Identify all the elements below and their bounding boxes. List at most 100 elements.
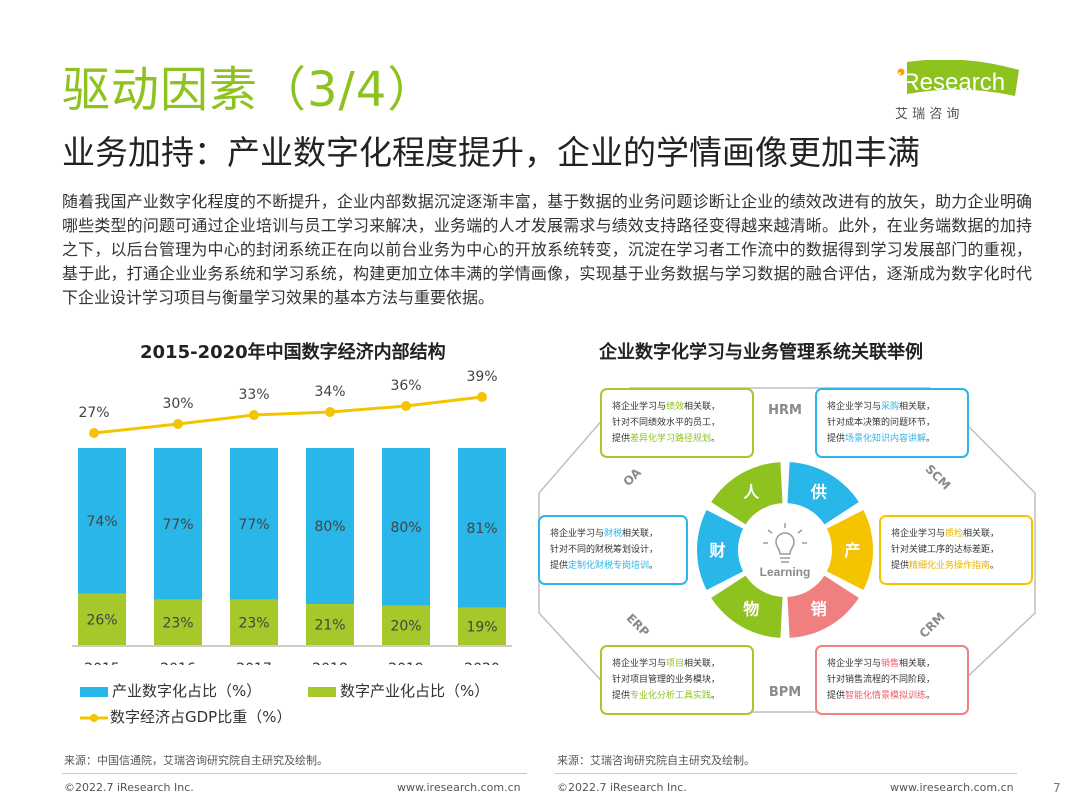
card-line: 针对销售流程的不同阶段， bbox=[827, 675, 936, 685]
gdp-label-2018: 34% bbox=[314, 384, 345, 400]
body-paragraph: 随着我国产业数字化程度的不断提升，企业内部数据沉淀逐渐丰富，基于数据的业务问题诊… bbox=[62, 190, 1032, 310]
card-line: 提供专业化分析工具实践。 bbox=[612, 691, 721, 701]
wheel-segment-production bbox=[826, 510, 873, 590]
wheel-segment-logistics bbox=[711, 575, 783, 638]
legend-line-marker bbox=[80, 713, 108, 722]
footer-copyright-left: ©2022.7 iResearch Inc. bbox=[64, 781, 194, 794]
legend-label: 数字产业化占比（%） bbox=[340, 682, 490, 700]
card-line: 将企业学习与销售相关联， bbox=[827, 659, 936, 669]
source-left: 来源：中国信通院，艾瑞咨询研究院自主研究及绘制。 bbox=[64, 754, 328, 767]
gdp-label-2017: 33% bbox=[238, 387, 269, 403]
card-hrm: 将企业学习与绩效相关联， 针对不同绩效水平的员工， 提供差异化学习路径规划。 bbox=[600, 388, 754, 458]
bar-industry-digitalization-2015 bbox=[78, 448, 126, 594]
x-tick-2016: 2016 bbox=[160, 661, 196, 665]
footer-rule-left bbox=[62, 773, 527, 774]
bar-digital-industrialization-2020 bbox=[458, 607, 506, 645]
gdp-point-2018 bbox=[325, 407, 335, 417]
left-chart-title: 2015-2020年中国数字经济内部结构 bbox=[140, 342, 446, 363]
page-subtitle: 业务加持：产业数字化程度提升，企业的学情画像更加丰满 bbox=[62, 133, 920, 172]
logo-dot bbox=[897, 68, 905, 76]
wheel-segment-sales bbox=[787, 575, 859, 638]
card-oa-erp: 将企业学习与财税相关联， 针对不同的财税筹划设计， 提供定制化财税专岗培训。 bbox=[538, 515, 688, 585]
bar-label-blue-2018: 80% bbox=[314, 519, 345, 535]
card-line: 提供精细化业务操作指南。 bbox=[891, 561, 1000, 571]
iresearch-logo: iResearch 艾 瑞 咨 询 bbox=[895, 60, 1019, 122]
bar-label-green-2017: 23% bbox=[238, 615, 269, 631]
legend-label: 数字经济占GDP比重（%） bbox=[110, 708, 292, 726]
card-line: 将企业学习与绩效相关联， bbox=[612, 402, 721, 412]
system-label-oa: OA bbox=[620, 465, 644, 489]
stacked-bar-chart: 74% 26% 2015 77% 23% 2016 77% 23% 2017 80% 21% 2018… bbox=[72, 369, 512, 665]
gdp-label-2016: 30% bbox=[162, 396, 193, 412]
system-label-bpm: BPM bbox=[769, 685, 801, 700]
bar-label-blue-2017: 77% bbox=[238, 517, 269, 533]
card-line: 针对不同的财税筹划设计， bbox=[550, 545, 659, 555]
center-label: Learning bbox=[760, 565, 811, 579]
bar-label-green-2015: 26% bbox=[86, 612, 117, 628]
wheel-segment-finance bbox=[697, 510, 744, 590]
legend-swatch-green bbox=[308, 686, 336, 697]
card-line: 将企业学习与财税相关联， bbox=[550, 529, 659, 539]
card-line: 针对成本决策的问题环节， bbox=[827, 418, 936, 428]
legend-item-industry-digitalization: 产业数字化占比（%） bbox=[80, 680, 261, 701]
card-bpm-right: 将企业学习与销售相关联， 针对销售流程的不同阶段， 提供智能化情景模拟训练。 bbox=[815, 645, 969, 715]
legend-label: 产业数字化占比（%） bbox=[112, 682, 262, 700]
gdp-label-2015: 27% bbox=[78, 405, 109, 421]
gdp-label-2019: 36% bbox=[390, 378, 421, 394]
footer-url-left[interactable]: www.iresearch.com.cn bbox=[397, 781, 521, 794]
gdp-point-2017 bbox=[249, 410, 259, 420]
system-label-crm: CRM bbox=[917, 610, 948, 641]
bar-label-blue-2019: 80% bbox=[390, 520, 421, 536]
x-tick-2019: 2019 bbox=[388, 661, 424, 665]
wheel-label-supply: 供 bbox=[810, 483, 827, 502]
source-right: 来源：艾瑞咨询研究院自主研究及绘制。 bbox=[557, 754, 755, 767]
bar-label-green-2019: 20% bbox=[390, 618, 421, 634]
bar-digital-industrialization-2017 bbox=[230, 599, 278, 645]
bar-digital-industrialization-2015 bbox=[78, 593, 126, 645]
card-line: 提供场景化知识内容讲解。 bbox=[827, 434, 936, 444]
body-text: 随着我国产业数字化程度的不断提升，企业内部数据沉淀逐渐丰富，基于数据的业务问题诊… bbox=[62, 192, 1032, 307]
learning-system-diagram: 人 供产销 物 财 Learning HRM SCM CRM BPM ERP OA bbox=[538, 387, 1036, 713]
bar-industry-digitalization-2018 bbox=[306, 448, 354, 605]
card-line: 提供定制化财税专岗培训。 bbox=[550, 561, 659, 571]
bar-label-green-2020: 19% bbox=[466, 619, 497, 635]
legend-item-gdp-share: 数字经济占GDP比重（%） bbox=[80, 706, 291, 727]
card-scm: 将企业学习与采购相关联， 针对成本决策的问题环节， 提供场景化知识内容讲解。 bbox=[815, 388, 969, 458]
page-number: 7 bbox=[1053, 781, 1061, 795]
card-line: 将企业学习与采购相关联， bbox=[827, 402, 936, 412]
gdp-point-2020 bbox=[477, 392, 487, 402]
bar-digital-industrialization-2019 bbox=[382, 605, 430, 645]
card-line: 针对关键工序的达标差距， bbox=[891, 545, 1000, 555]
wheel-label-sales: 销 bbox=[811, 599, 827, 618]
lightbulb-icon bbox=[763, 523, 807, 563]
card-line: 提供差异化学习路径规划。 bbox=[612, 434, 721, 444]
card-bpm-left: 将企业学习与项目相关联， 针对项目管理的业务模块， 提供专业化分析工具实践。 bbox=[600, 645, 754, 715]
center-circle bbox=[741, 506, 829, 594]
wheel-segment-people bbox=[711, 462, 783, 525]
wheel: 人 供产销 物 财 bbox=[697, 462, 873, 638]
bar-label-green-2018: 21% bbox=[314, 618, 345, 634]
legend-item-digital-industrialization: 数字产业化占比（%） bbox=[308, 680, 489, 701]
x-tick-2017: 2017 bbox=[236, 661, 272, 665]
bar-label-blue-2015: 74% bbox=[86, 514, 117, 530]
bar-label-green-2016: 23% bbox=[162, 615, 193, 631]
logo-subtext: 艾 瑞 咨 询 bbox=[895, 107, 959, 122]
system-label-scm: SCM bbox=[922, 462, 953, 493]
card-line: 针对不同绩效水平的员工， bbox=[612, 418, 721, 428]
x-tick-2015: 2015 bbox=[84, 661, 120, 665]
card-scm-crm: 将企业学习与质检相关联， 针对关键工序的达标差距， 提供精细化业务操作指南。 bbox=[879, 515, 1033, 585]
wheel-segment-supply bbox=[787, 462, 859, 525]
footer-url-right[interactable]: www.iresearch.com.cn bbox=[890, 781, 1014, 794]
right-diagram-title: 企业数字化学习与业务管理系统关联举例 bbox=[599, 342, 923, 363]
logo-text: iResearch bbox=[897, 69, 1005, 96]
bar-industry-digitalization-2017 bbox=[230, 448, 278, 600]
card-line: 将企业学习与质检相关联， bbox=[891, 529, 1000, 539]
x-tick-2018: 2018 bbox=[312, 661, 348, 665]
wheel-label-people: 人 bbox=[743, 483, 760, 502]
bar-industry-digitalization-2016 bbox=[154, 448, 202, 600]
gdp-label-2020: 39% bbox=[466, 369, 497, 385]
wheel-label-logistics: 物 bbox=[743, 599, 759, 618]
footer-copyright-right: ©2022.7 iResearch Inc. bbox=[557, 781, 687, 794]
legend-swatch-blue bbox=[80, 686, 108, 697]
gdp-point-2019 bbox=[401, 401, 411, 411]
